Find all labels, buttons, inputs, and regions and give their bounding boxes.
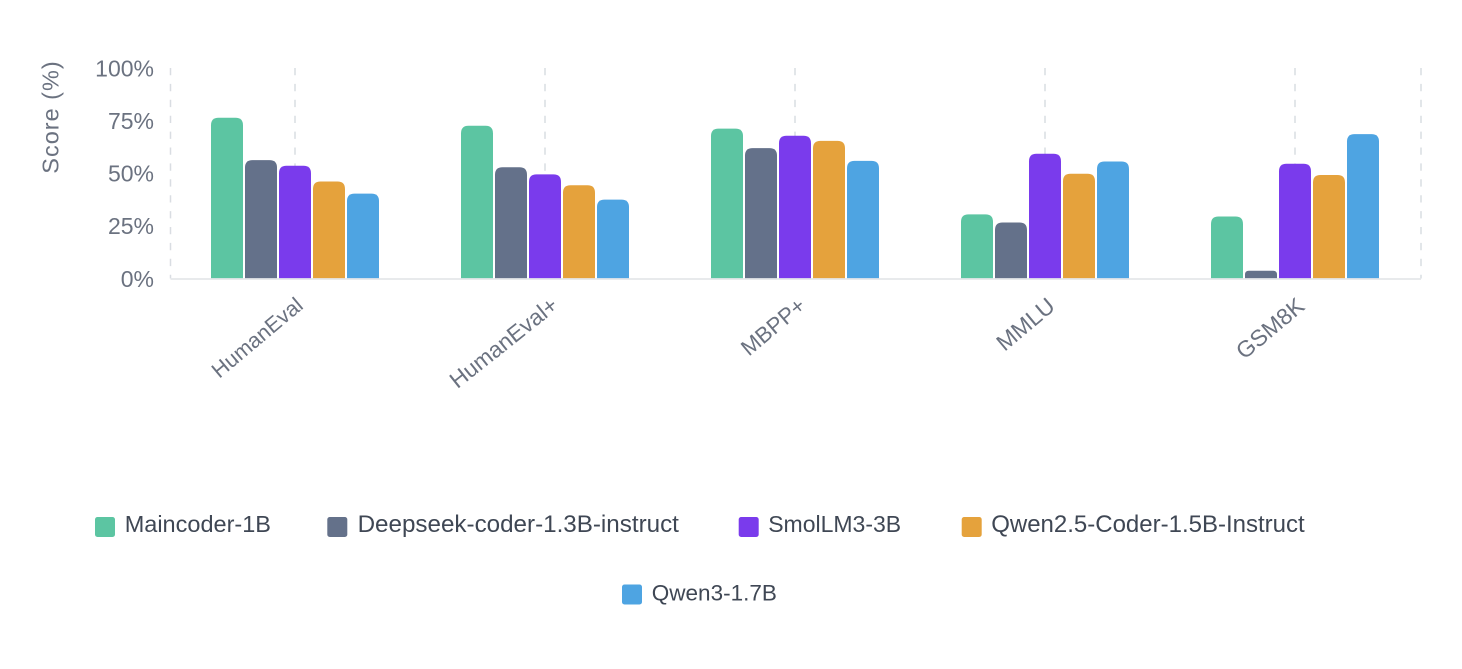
svg-text:75%: 75% <box>108 108 154 134</box>
svg-text:25%: 25% <box>108 213 154 239</box>
svg-text:Maincoder-1B: Maincoder-1B <box>125 511 271 537</box>
svg-text:100%: 100% <box>95 55 154 81</box>
svg-text:HumanEval: HumanEval <box>207 293 308 383</box>
svg-text:0%: 0% <box>121 266 154 292</box>
svg-text:GSM8K: GSM8K <box>1231 292 1310 364</box>
svg-text:MMLU: MMLU <box>991 292 1060 355</box>
svg-text:HumanEval+: HumanEval+ <box>444 292 562 394</box>
svg-text:Deepseek-coder-1.3B-instruct: Deepseek-coder-1.3B-instruct <box>358 511 680 538</box>
svg-text:Qwen2.5-Coder-1.5B-Instruct: Qwen2.5-Coder-1.5B-Instruct <box>991 511 1305 538</box>
svg-text:SmolLM3-3B: SmolLM3-3B <box>768 511 901 537</box>
svg-text:Qwen3-1.7B: Qwen3-1.7B <box>652 581 777 606</box>
svg-text:MBPP+: MBPP+ <box>736 293 810 361</box>
svg-text:Score (%): Score (%) <box>38 60 64 173</box>
svg-text:50%: 50% <box>108 161 154 187</box>
